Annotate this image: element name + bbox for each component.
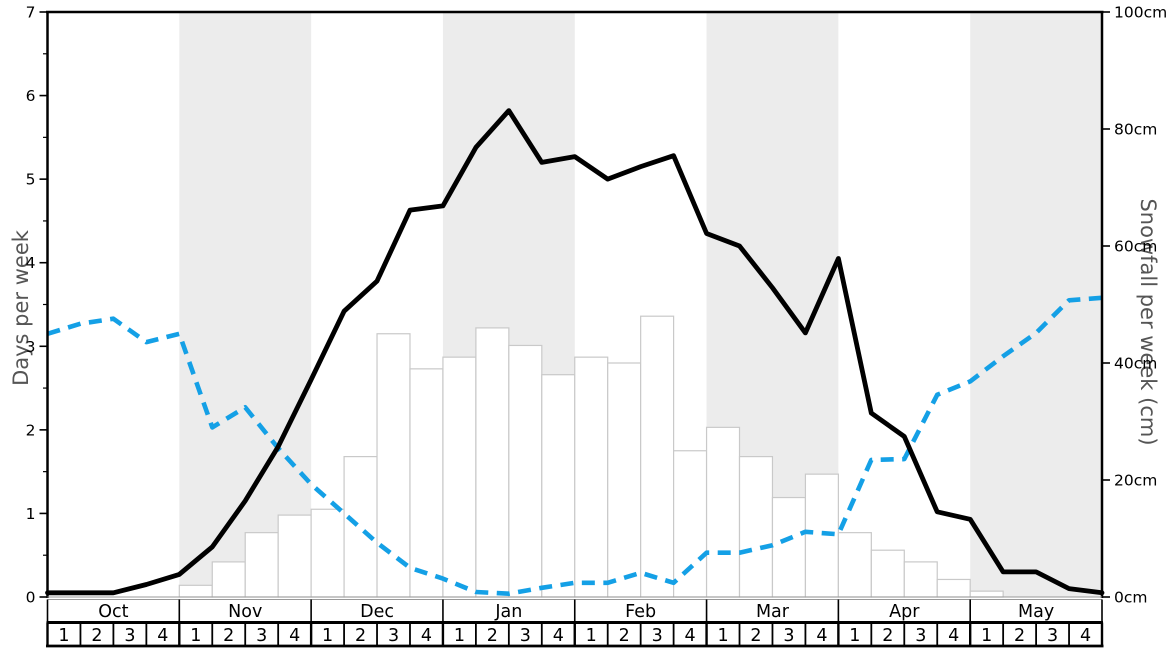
- snowfall-bar: [969, 590, 1004, 598]
- snowfall-bar: [705, 426, 741, 598]
- month-label: May: [1018, 602, 1054, 622]
- snowfall-bar: [244, 532, 279, 598]
- week-number-label: 4: [289, 626, 300, 646]
- week-number-label: 1: [586, 626, 597, 646]
- blue-dashed-line: [46, 295, 1103, 597]
- black-solid-line: [45, 108, 1105, 596]
- snowfall-bar: [343, 456, 378, 598]
- week-number-label: 4: [685, 626, 696, 646]
- week-number-label: 4: [948, 626, 959, 646]
- snowfall-bar: [640, 315, 675, 598]
- week-number-label: 1: [717, 626, 728, 646]
- month-label: Dec: [360, 602, 394, 622]
- week-number-label: 2: [487, 626, 498, 646]
- right-tick-label: 40cm: [1114, 355, 1157, 373]
- week-number-label: 1: [849, 626, 860, 646]
- snowfall-bar: [277, 514, 312, 598]
- left-tick-label: 2: [26, 421, 36, 439]
- snowfall-bar: [541, 374, 576, 598]
- week-number-label: 3: [520, 626, 531, 646]
- week-number-label: 3: [124, 626, 135, 646]
- snowfall-bar: [738, 456, 774, 598]
- left-tick-label: 5: [26, 171, 36, 189]
- snowfall-bar: [673, 450, 708, 598]
- snowfall-bar: [508, 344, 543, 598]
- week-number-label: 3: [915, 626, 926, 646]
- week-number-label: 2: [91, 626, 102, 646]
- left-tick-label: 1: [26, 505, 36, 523]
- week-number-label: 2: [355, 626, 366, 646]
- week-number-label: 2: [750, 626, 761, 646]
- week-number-label: 1: [190, 626, 201, 646]
- snowfall-bar: [771, 496, 807, 598]
- left-tick-label: 6: [26, 87, 36, 105]
- right-tick-label: 0cm: [1114, 589, 1147, 607]
- left-tick-label: 3: [26, 338, 36, 356]
- month-label: Oct: [98, 602, 128, 622]
- week-number-label: 4: [553, 626, 564, 646]
- snowfall-bar: [870, 549, 905, 598]
- week-number-label: 4: [421, 626, 432, 646]
- month-label: Feb: [625, 602, 656, 622]
- week-number-label: 1: [454, 626, 465, 646]
- snowfall-bar: [574, 356, 609, 598]
- week-number-label: 3: [783, 626, 794, 646]
- month-label: Nov: [228, 602, 262, 622]
- left-tick-label: 0: [26, 589, 36, 607]
- snowfall-bar: [409, 368, 444, 598]
- snowfall-bar: [837, 532, 872, 598]
- right-tick-label: 60cm: [1114, 238, 1157, 256]
- left-tick-label: 4: [26, 254, 36, 272]
- right-tick-label: 100cm: [1114, 4, 1167, 22]
- week-number-label: 3: [256, 626, 267, 646]
- week-number-label: 1: [322, 626, 333, 646]
- right-tick-label: 80cm: [1114, 121, 1157, 139]
- week-number-label: 4: [1080, 626, 1091, 646]
- snowfall-bar: [211, 561, 246, 598]
- snowfall-bar: [607, 362, 642, 598]
- snowfall-bar: [310, 508, 345, 598]
- week-number-label: 2: [882, 626, 893, 646]
- snowfall-bar: [376, 333, 411, 598]
- week-number-label: 3: [388, 626, 399, 646]
- month-label: Mar: [756, 602, 790, 622]
- week-number-label: 3: [652, 626, 663, 646]
- week-number-label: 4: [157, 626, 168, 646]
- week-number-label: 4: [816, 626, 827, 646]
- snowfall-bar: [936, 578, 971, 598]
- week-number-label: 3: [1047, 626, 1058, 646]
- month-label: Apr: [889, 602, 920, 622]
- right-tick-label: 20cm: [1114, 472, 1157, 490]
- month-label: Jan: [494, 602, 522, 622]
- month-shading-band: [970, 12, 1102, 597]
- snowfall-bar: [442, 356, 477, 598]
- snowfall-bar: [475, 327, 510, 598]
- week-number-label: 2: [619, 626, 630, 646]
- week-number-label: 2: [1014, 626, 1025, 646]
- week-number-label: 1: [981, 626, 992, 646]
- snowfall-bar: [903, 561, 938, 598]
- week-number-label: 1: [58, 626, 69, 646]
- week-number-label: 2: [223, 626, 234, 646]
- left-tick-label: 7: [26, 4, 36, 22]
- snowfall-bar: [178, 584, 213, 598]
- month-shading-band: [179, 12, 312, 597]
